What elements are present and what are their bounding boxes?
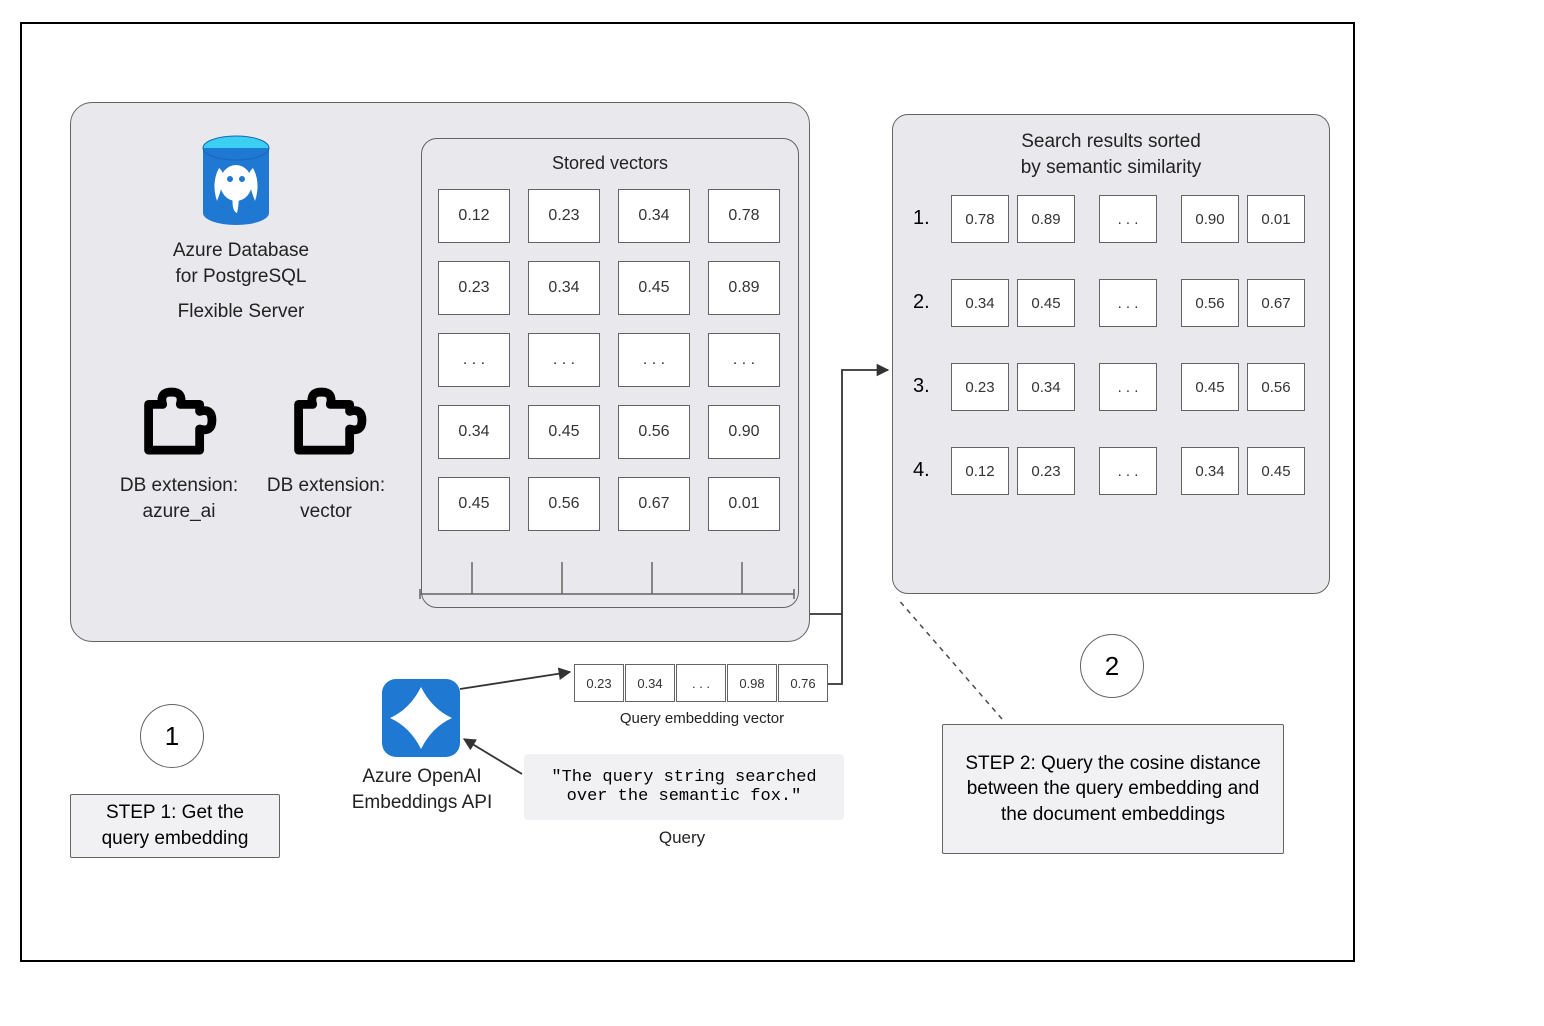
result-cell: 0.45	[1181, 363, 1239, 411]
vector-cell: 0.67	[618, 477, 690, 531]
vector-cell: 0.90	[708, 405, 780, 459]
result-cell: . . .	[1099, 447, 1157, 495]
vector-cell: . . .	[708, 333, 780, 387]
result-cell: 0.45	[1247, 447, 1305, 495]
result-cell: 0.67	[1247, 279, 1305, 327]
ext2-l2: vector	[300, 501, 352, 522]
stored-vectors-title: Stored vectors	[422, 151, 798, 175]
vector-cell: . . .	[618, 333, 690, 387]
db-title: Azure Database for PostgreSQL	[146, 238, 336, 289]
vector-cell: 0.56	[618, 405, 690, 459]
result-cell: 0.23	[1017, 447, 1075, 495]
query-vector-label: Query embedding vector	[592, 710, 812, 727]
db-panel: Azure Database for PostgreSQL Flexible S…	[70, 102, 810, 642]
result-cell: . . .	[1099, 363, 1157, 411]
openai-l2: Embeddings API	[352, 792, 492, 813]
azure-openai-icon	[382, 679, 460, 757]
query-text-box: "The query string searched over the sema…	[524, 754, 844, 820]
step2-box: STEP 2: Query the cosine distance betwee…	[942, 724, 1284, 854]
ext1-label: DB extension: azure_ai	[109, 473, 249, 524]
step2-text: STEP 2: Query the cosine distance betwee…	[955, 751, 1271, 828]
result-cell: 0.78	[951, 195, 1009, 243]
vector-cell: 0.45	[438, 477, 510, 531]
vector-cell: 0.34	[438, 405, 510, 459]
result-cell: 0.23	[951, 363, 1009, 411]
step1-num: 1	[165, 721, 179, 752]
result-cell: 0.34	[1181, 447, 1239, 495]
diagram-canvas: Azure Database for PostgreSQL Flexible S…	[0, 0, 1544, 1026]
vector-cell: 0.56	[528, 477, 600, 531]
ext2-l1: DB extension:	[267, 475, 385, 496]
postgresql-icon	[191, 133, 281, 233]
vector-cell: . . .	[528, 333, 600, 387]
vector-cell: 0.34	[528, 261, 600, 315]
result-row-number: 4.	[913, 459, 930, 482]
outer-frame: Azure Database for PostgreSQL Flexible S…	[20, 22, 1355, 962]
db-subtitle: Flexible Server	[166, 299, 316, 325]
vector-cell: 0.23	[528, 189, 600, 243]
result-cell: . . .	[1099, 195, 1157, 243]
step1-circle: 1	[140, 704, 204, 768]
query-label: Query	[642, 828, 722, 848]
vector-cell: 0.34	[618, 189, 690, 243]
openai-l1: Azure OpenAI	[362, 766, 481, 787]
result-cell: 0.90	[1181, 195, 1239, 243]
results-title-l2: by semantic similarity	[1021, 157, 1202, 178]
result-row-number: 3.	[913, 375, 930, 398]
query-vec-cell: 0.34	[625, 664, 675, 702]
vector-cell: 0.45	[528, 405, 600, 459]
ext1-l1: DB extension:	[120, 475, 238, 496]
vector-cell: 0.12	[438, 189, 510, 243]
result-cell: 0.56	[1181, 279, 1239, 327]
vector-cell: 0.45	[618, 261, 690, 315]
result-cell: . . .	[1099, 279, 1157, 327]
step2-circle: 2	[1080, 634, 1144, 698]
db-title-l1: Azure Database	[173, 240, 309, 261]
puzzle-icon	[131, 378, 219, 466]
results-title: Search results sorted by semantic simila…	[893, 129, 1329, 180]
result-row-number: 1.	[913, 207, 930, 230]
result-cell: 0.01	[1247, 195, 1305, 243]
query-vec-cell: 0.76	[778, 664, 828, 702]
query-vec-cell: . . .	[676, 664, 726, 702]
query-vec-cell: 0.23	[574, 664, 624, 702]
result-cell: 0.34	[1017, 363, 1075, 411]
result-cell: 0.34	[951, 279, 1009, 327]
vector-cell: 0.78	[708, 189, 780, 243]
puzzle-icon	[281, 378, 369, 466]
step2-num: 2	[1105, 651, 1119, 682]
vector-cell: 0.01	[708, 477, 780, 531]
openai-label: Azure OpenAI Embeddings API	[332, 764, 512, 815]
vector-cell: 0.23	[438, 261, 510, 315]
result-row-number: 2.	[913, 291, 930, 314]
vector-cell: 0.89	[708, 261, 780, 315]
stored-vectors-panel: Stored vectors 0.12 0.23 0.34 0.78 0.23 0.34 0…	[421, 138, 799, 608]
results-panel: Search results sorted by semantic simila…	[892, 114, 1330, 594]
query-text: "The query string searched over the sema…	[551, 768, 816, 806]
ext2-label: DB extension: vector	[256, 473, 396, 524]
result-cell: 0.56	[1247, 363, 1305, 411]
ext1-l2: azure_ai	[143, 501, 216, 522]
vector-cell: . . .	[438, 333, 510, 387]
db-title-l2: for PostgreSQL	[176, 266, 307, 287]
result-cell: 0.89	[1017, 195, 1075, 243]
result-cell: 0.12	[951, 447, 1009, 495]
results-title-l1: Search results sorted	[1021, 131, 1201, 152]
step1-box: STEP 1: Get the query embedding	[70, 794, 280, 858]
result-cell: 0.45	[1017, 279, 1075, 327]
step1-text: STEP 1: Get the query embedding	[83, 800, 267, 851]
query-vec-cell: 0.98	[727, 664, 777, 702]
